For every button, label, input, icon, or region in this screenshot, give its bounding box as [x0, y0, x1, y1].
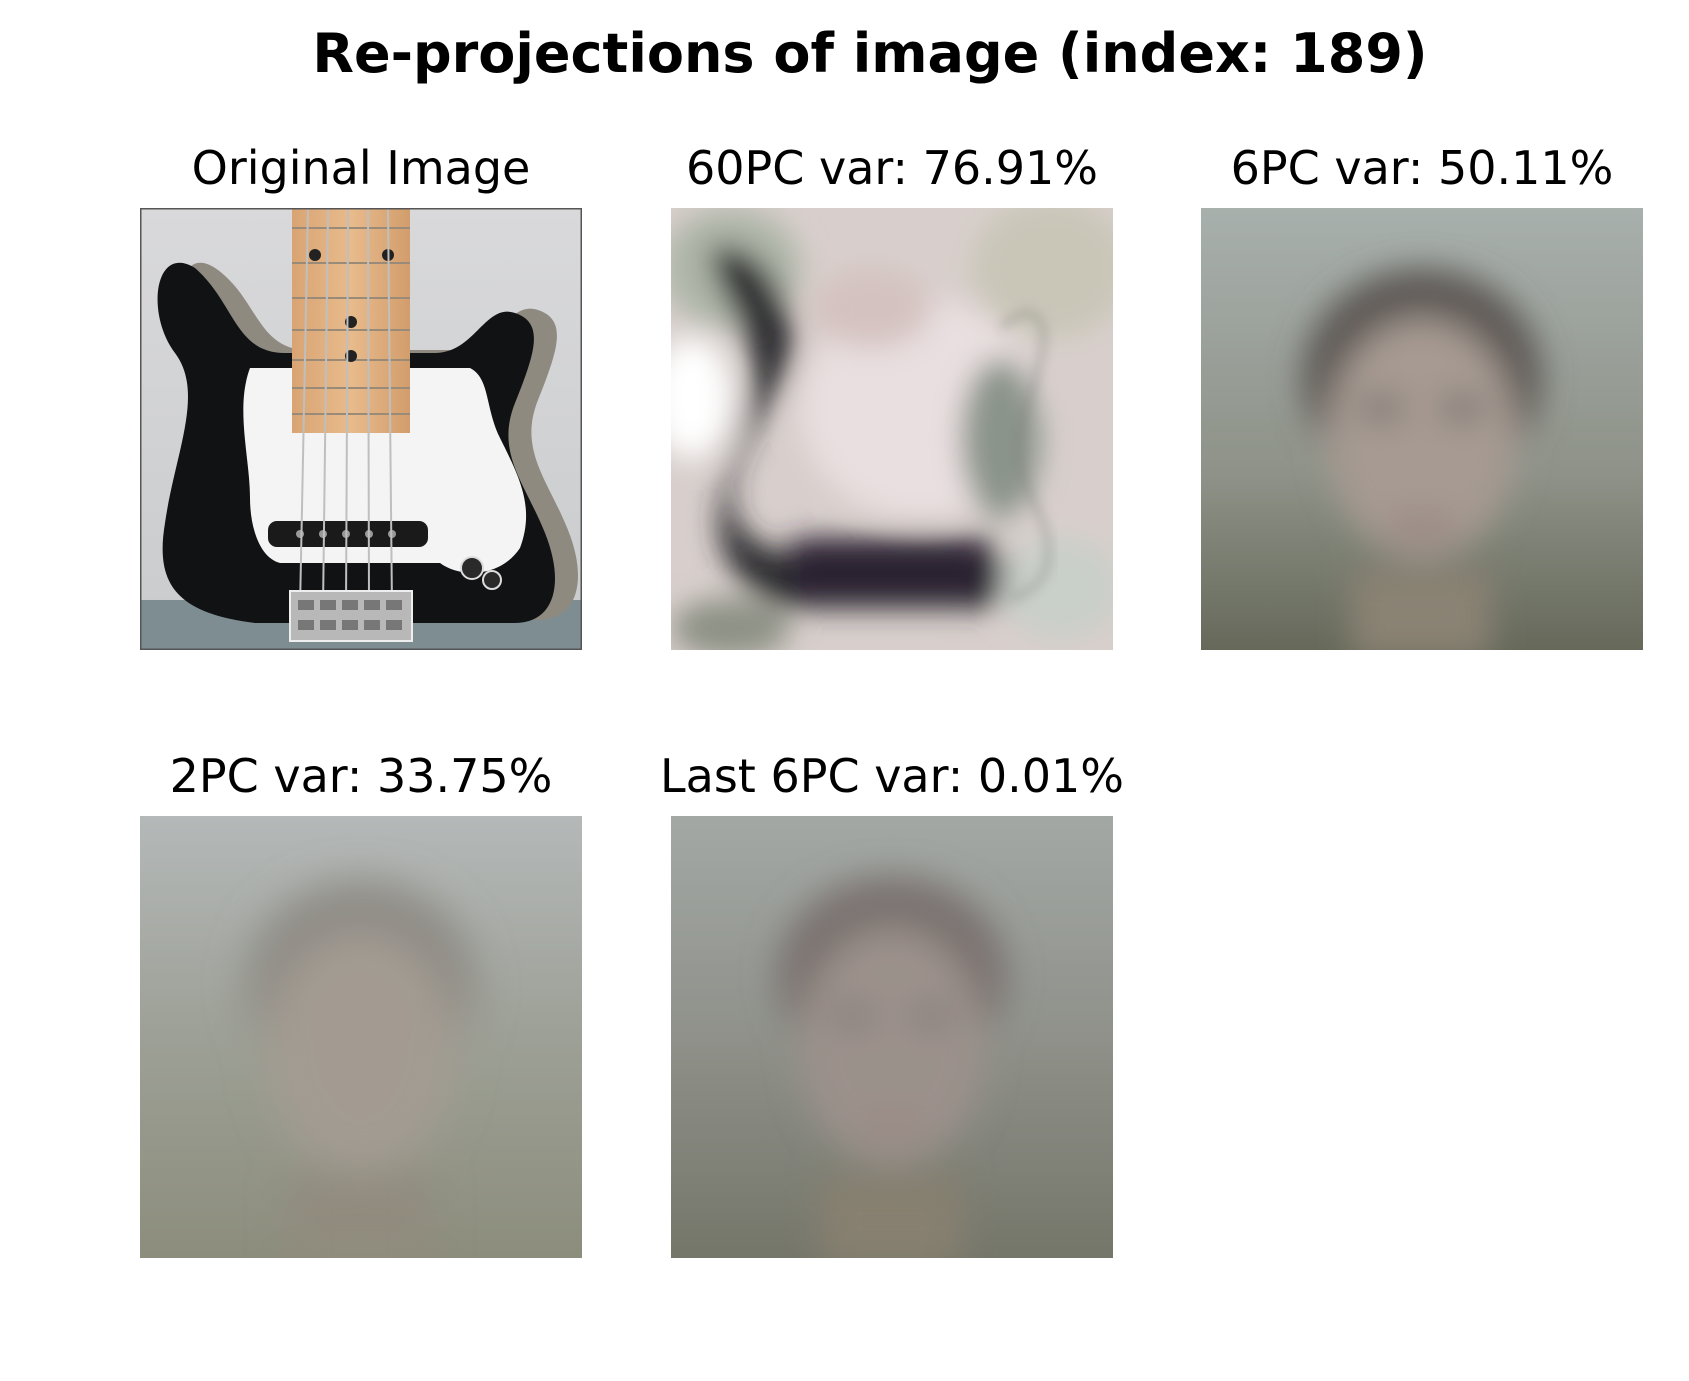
reprojection-2pc-image — [140, 816, 582, 1258]
reprojection-last-6pc-image — [671, 816, 1113, 1258]
panel-title-2pc: 2PC var: 33.75% — [169, 749, 553, 803]
figure-title: Re-projections of image (index: 189) — [312, 22, 1428, 85]
panel-title-original: Original Image — [191, 141, 531, 195]
panel-title-6pc: 6PC var: 50.11% — [1230, 141, 1614, 195]
reprojection-60pc-image — [671, 208, 1113, 650]
reprojection-6pc-image — [1201, 208, 1643, 650]
panel-title-60pc: 60PC var: 76.91% — [685, 141, 1099, 195]
original-guitar-image — [140, 208, 582, 650]
panel-title-last-6pc: Last 6PC var: 0.01% — [660, 749, 1124, 803]
